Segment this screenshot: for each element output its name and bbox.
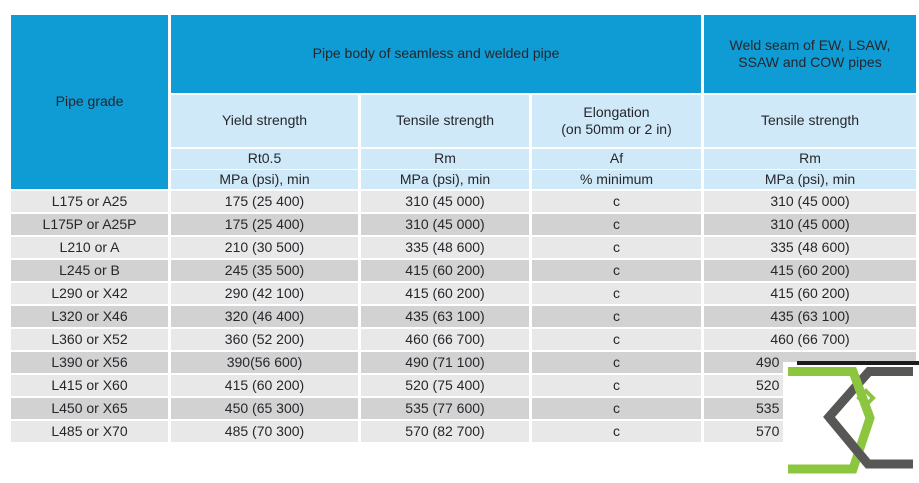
weld-units: MPa (psi), min <box>701 169 919 191</box>
elongation-cell: c <box>528 235 705 260</box>
elongation-cell: c <box>528 258 705 283</box>
grade-cell: L390 or X56 <box>8 350 171 375</box>
group-header-row: Pipe grade Pipe body of seamless and wel… <box>8 13 919 191</box>
yield-strength-header: Yield strength <box>168 93 361 149</box>
elongation-cell: c <box>528 212 705 237</box>
rt05-symbol: Rt0.5 <box>168 147 361 170</box>
tensile-units: MPa (psi), min <box>358 169 532 191</box>
elongation-cell: c <box>528 189 705 214</box>
weld-tensile-cell: 435 (63 100) <box>701 304 919 329</box>
yield-strength-cell: 450 (65 300) <box>168 396 361 421</box>
tensile-strength-cell: 310 (45 000) <box>358 212 532 237</box>
weld-tensile-cell: 460 (66 700) <box>701 327 919 352</box>
grade-cell: L175P or A25P <box>8 212 171 237</box>
pipe-grade-header: Pipe grade <box>8 13 171 191</box>
logo-watermark <box>783 362 919 483</box>
units-header-row: MPa (psi), min MPa (psi), min % minimum … <box>10 169 919 191</box>
logo-top-line <box>797 361 919 365</box>
property-header-row: Yield strength Tensile strength Elongati… <box>10 93 919 149</box>
yield-strength-cell: 290 (42 100) <box>168 281 361 306</box>
tensile-strength-cell: 310 (45 000) <box>358 189 532 214</box>
table-row: L245 or B 245 (35 500) 415 (60 200) c 415 (6… <box>8 258 919 283</box>
interlocked-x-logo-icon <box>788 367 913 474</box>
tensile-strength-cell: 570 (82 700) <box>358 419 532 444</box>
tensile-strength-cell: 460 (66 700) <box>358 327 532 352</box>
weld-tensile-cell: 335 (48 600) <box>701 235 919 260</box>
pipe-body-group-header: Pipe body of seamless and welded pipe <box>167 13 705 95</box>
table-row: L175 or A25 175 (25 400) 310 (45 000) c 310 … <box>8 189 919 214</box>
af-symbol: Af <box>528 147 705 170</box>
table-row: L210 or A 210 (30 500) 335 (48 600) c 335 (4… <box>8 235 919 260</box>
table-row: L360 or X52 360 (52 200) 460 (66 700) c 460 … <box>8 327 919 352</box>
grade-cell: L320 or X46 <box>8 304 171 329</box>
grade-cell: L450 or X65 <box>8 396 171 421</box>
yield-units: MPa (psi), min <box>168 169 361 191</box>
tensile-strength-cell: 535 (77 600) <box>358 396 532 421</box>
weld-tensile-cell: 415 (60 200) <box>701 281 919 306</box>
table-row: L485 or X70 485 (70 300) 570 (82 700) c 570 <box>8 419 919 444</box>
elongation-cell: c <box>528 327 705 352</box>
table-row: L175P or A25P 175 (25 400) 310 (45 000) c 31… <box>8 212 919 237</box>
yield-strength-cell: 390(56 600) <box>168 350 361 375</box>
grade-cell: L290 or X42 <box>8 281 171 306</box>
weld-tensile-cell: 310 (45 000) <box>701 212 919 237</box>
rm-symbol-weld: Rm <box>701 147 919 170</box>
elongation-units: % minimum <box>528 169 705 191</box>
table-row: L290 or X42 290 (42 100) 415 (60 200) c 415 … <box>8 281 919 306</box>
table-row: L320 or X46 320 (46 400) 435 (63 100) c 435 … <box>8 304 919 329</box>
grade-cell: L360 or X52 <box>8 327 171 352</box>
grade-cell: L415 or X60 <box>8 373 171 398</box>
yield-strength-cell: 360 (52 200) <box>168 327 361 352</box>
table-row: L450 or X65 450 (65 300) 535 (77 600) c 535 <box>8 396 919 421</box>
table-header: Pipe grade Pipe body of seamless and wel… <box>8 13 919 191</box>
yield-strength-cell: 320 (46 400) <box>168 304 361 329</box>
weld-tensile-cell: 415 (60 200) <box>701 258 919 283</box>
yield-strength-cell: 485 (70 300) <box>168 419 361 444</box>
yield-strength-cell: 210 (30 500) <box>168 235 361 260</box>
elongation-cell: c <box>528 396 705 421</box>
table-row: L415 or X60 415 (60 200) 520 (75 400) c 520 <box>8 373 919 398</box>
grade-cell: L485 or X70 <box>8 419 171 444</box>
elongation-cell: c <box>528 304 705 329</box>
tensile-strength-cell: 435 (63 100) <box>358 304 532 329</box>
tensile-strength-cell: 415 (60 200) <box>358 281 532 306</box>
tensile-strength-cell: 335 (48 600) <box>358 235 532 260</box>
elongation-header: Elongation (on 50mm or 2 in) <box>528 93 705 149</box>
elongation-cell: c <box>528 419 705 444</box>
table-body: L175 or A25 175 (25 400) 310 (45 000) c 310 … <box>8 189 919 444</box>
elongation-cell: c <box>528 373 705 398</box>
table-row: L390 or X56 390(56 600) 490 (71 100) c 490 <box>8 350 919 375</box>
elongation-cell: c <box>528 350 705 375</box>
yield-strength-cell: 415 (60 200) <box>168 373 361 398</box>
weld-tensile-cell: 310 (45 000) <box>701 189 919 214</box>
elongation-cell: c <box>528 281 705 306</box>
yield-strength-cell: 245 (35 500) <box>168 258 361 283</box>
weld-tensile-strength-header: Tensile strength <box>701 93 919 149</box>
tensile-strength-cell: 490 (71 100) <box>358 350 532 375</box>
pipe-grade-spec-table: Pipe grade Pipe body of seamless and wel… <box>8 13 919 444</box>
weld-seam-group-header: Weld seam of EW, LSAW, SSAW and COW pipe… <box>701 13 919 95</box>
grade-cell: L175 or A25 <box>8 189 171 214</box>
tensile-strength-cell: 520 (75 400) <box>358 373 532 398</box>
grade-cell: L210 or A <box>8 235 171 260</box>
yield-strength-cell: 175 (25 400) <box>168 212 361 237</box>
tensile-strength-header: Tensile strength <box>358 93 532 149</box>
tensile-strength-cell: 415 (60 200) <box>358 258 532 283</box>
yield-strength-cell: 175 (25 400) <box>168 189 361 214</box>
grade-cell: L245 or B <box>8 258 171 283</box>
rm-symbol: Rm <box>358 147 532 170</box>
symbol-header-row: Rt0.5 Rm Af Rm <box>10 147 919 170</box>
